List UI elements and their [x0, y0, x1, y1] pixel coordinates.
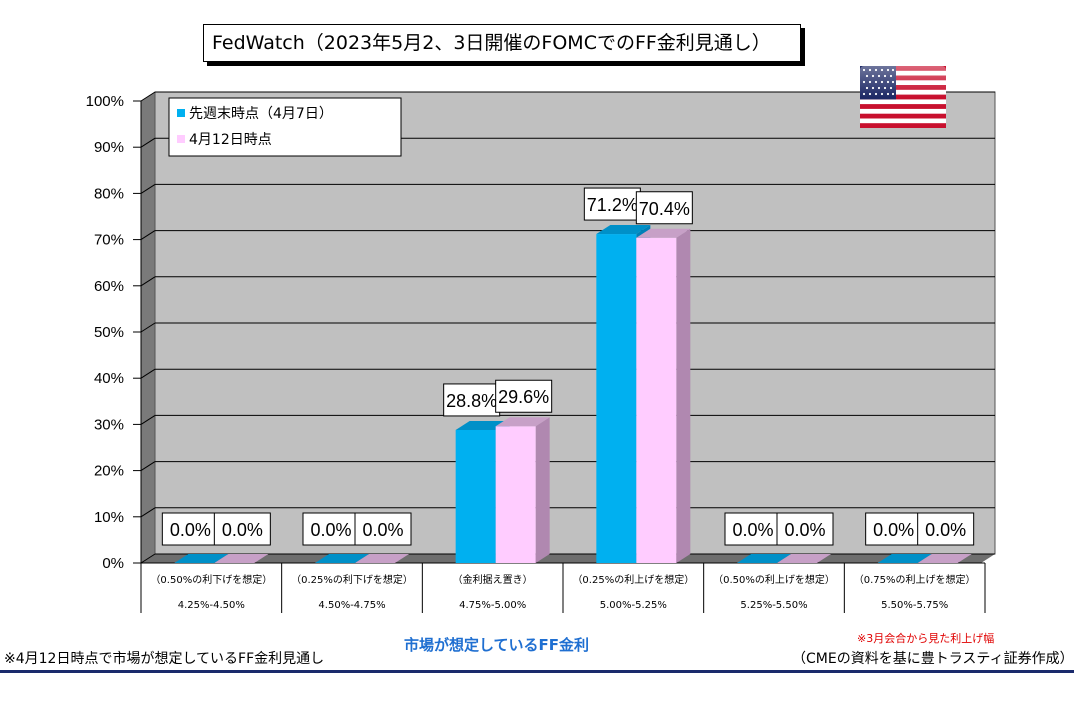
gridline-diagonal [140, 137, 156, 148]
gridline-diagonal [140, 230, 156, 241]
data-label-box [213, 512, 271, 546]
data-label: 0.0% [784, 520, 825, 540]
data-label-box [917, 512, 975, 546]
legend-label: 4月12日時点 [189, 132, 272, 148]
bar-top [355, 554, 409, 563]
plot-floor [141, 554, 995, 563]
gridline-diagonal [140, 322, 156, 333]
bar-top [495, 417, 550, 427]
y-tick-label: 30% [94, 416, 124, 433]
bar-top [174, 554, 229, 563]
bar [495, 426, 536, 563]
bar-top [596, 225, 651, 235]
legend [168, 97, 402, 157]
y-tick-label: 70% [94, 232, 124, 249]
bar-top [777, 554, 831, 563]
data-label: 0.0% [222, 520, 263, 540]
y-tick-label: 50% [94, 324, 124, 341]
bar-top [315, 554, 369, 563]
gridline-diagonal [140, 553, 156, 564]
data-label: 0.0% [925, 520, 966, 540]
data-label: 28.8% [446, 391, 497, 411]
chart-title: FedWatch（2023年5月2、3日開催のFOMCでのFF金利見通し） [203, 24, 801, 62]
gridline-diagonal [140, 183, 156, 194]
category-note: （0.25%の利下げを想定） [291, 573, 413, 586]
x-tick-label: 5.25%-5.50% [740, 600, 807, 611]
y-tick-label: 0% [102, 555, 124, 572]
gridline-diagonal [140, 368, 156, 379]
category-note: （金利据え置き） [453, 573, 533, 586]
footnote-left: ※4月12日時点で市場が想定しているFF金利見通し [4, 651, 325, 667]
y-tick-label: 20% [94, 463, 124, 480]
bar-top [737, 554, 791, 563]
x-tick-label: 4.25%-4.50% [178, 600, 245, 611]
bar-top [636, 228, 691, 238]
legend-label: 先週末時点（4月7日） [189, 106, 333, 122]
data-label-box [354, 512, 412, 546]
bar [636, 237, 677, 563]
x-tick-label: 4.75%-5.00% [459, 600, 526, 611]
data-label-box [302, 512, 360, 546]
legend-swatch [177, 109, 185, 117]
source-note: （CMEの資料を基に豊トラスティ証券作成） [792, 651, 1074, 667]
data-label-box [635, 191, 693, 225]
data-label: 29.6% [498, 387, 549, 407]
data-label-box [583, 187, 641, 221]
data-label: 0.0% [873, 520, 914, 540]
data-label-box [776, 512, 834, 546]
bar [596, 234, 637, 563]
red-note: ※3月会合から見た利上げ幅 [857, 632, 995, 645]
bar-top [877, 554, 932, 563]
data-label-box [724, 512, 782, 546]
data-label: 70.4% [639, 199, 690, 219]
data-label-box [495, 379, 553, 413]
gridline-diagonal [140, 91, 156, 102]
gridline-diagonal [140, 276, 156, 287]
data-label: 0.0% [170, 520, 211, 540]
bar [455, 429, 496, 563]
x-tick-label: 4.50%-4.75% [318, 600, 385, 611]
data-label-box [161, 512, 219, 546]
gridline-diagonal [140, 507, 156, 518]
y-tick-label: 10% [94, 509, 124, 526]
y-tick-label: 90% [94, 139, 124, 156]
us-flag-icon [860, 66, 946, 128]
category-note: （0.50%の利上げを想定） [713, 573, 835, 586]
data-label: 0.0% [362, 520, 403, 540]
gridline-diagonal [140, 461, 156, 472]
bar-top [214, 554, 269, 563]
category-note: （0.25%の利上げを想定） [572, 573, 694, 586]
category-note: （0.75%の利上げを想定） [854, 573, 976, 586]
gridline-diagonal [140, 414, 156, 425]
bar-top [917, 554, 972, 563]
data-label-box [443, 383, 501, 417]
data-label: 0.0% [310, 520, 351, 540]
y-tick-label: 40% [94, 370, 124, 387]
y-tick-label: 100% [86, 93, 124, 110]
y-tick-label: 80% [94, 185, 124, 202]
x-tick-label: 5.00%-5.25% [600, 600, 667, 611]
legend-swatch [177, 135, 185, 143]
data-label: 71.2% [587, 195, 638, 215]
data-label: 0.0% [732, 520, 773, 540]
bar-side [676, 228, 691, 563]
category-note: （0.50%の利下げを想定） [150, 573, 272, 586]
bottom-divider [0, 670, 1074, 673]
x-tick-label: 5.50%-5.75% [881, 600, 948, 611]
y-tick-label: 60% [94, 278, 124, 295]
bar-side [535, 417, 550, 563]
x-axis-caption: 市場が想定しているFF金利 [404, 636, 590, 654]
